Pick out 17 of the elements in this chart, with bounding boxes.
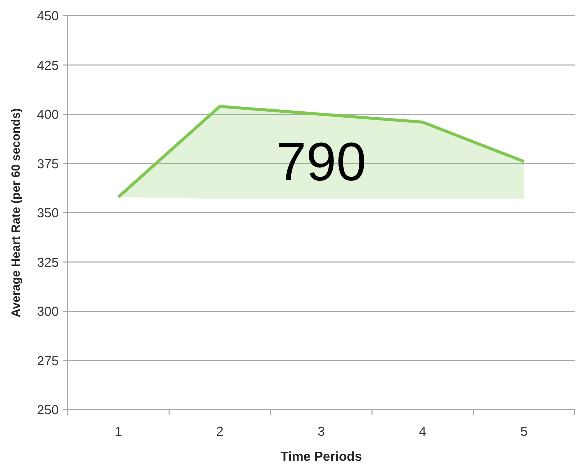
y-tick-label: 400	[37, 107, 59, 122]
y-tick-label: 450	[37, 8, 59, 24]
y-tick-label: 325	[37, 254, 59, 270]
x-tick-label: 3	[318, 424, 326, 439]
y-tick-label: 375	[37, 156, 59, 172]
y-tick-label: 250	[37, 402, 59, 418]
y-tick-label: 350	[37, 206, 59, 221]
x-axis-title: Time Periods	[280, 449, 362, 464]
y-tick-label: 425	[37, 58, 59, 73]
x-tick-label: 5	[520, 424, 528, 439]
annotation: 790	[276, 132, 367, 193]
y-axis-title: Average Heart Rate (per 60 seconds)	[9, 108, 23, 318]
y-tick-label: 300	[37, 304, 59, 320]
x-tick-label: 4	[419, 424, 427, 439]
x-tick-label: 2	[216, 424, 224, 439]
x-tick-label: 1	[115, 424, 122, 439]
y-tick-label: 275	[37, 353, 59, 368]
